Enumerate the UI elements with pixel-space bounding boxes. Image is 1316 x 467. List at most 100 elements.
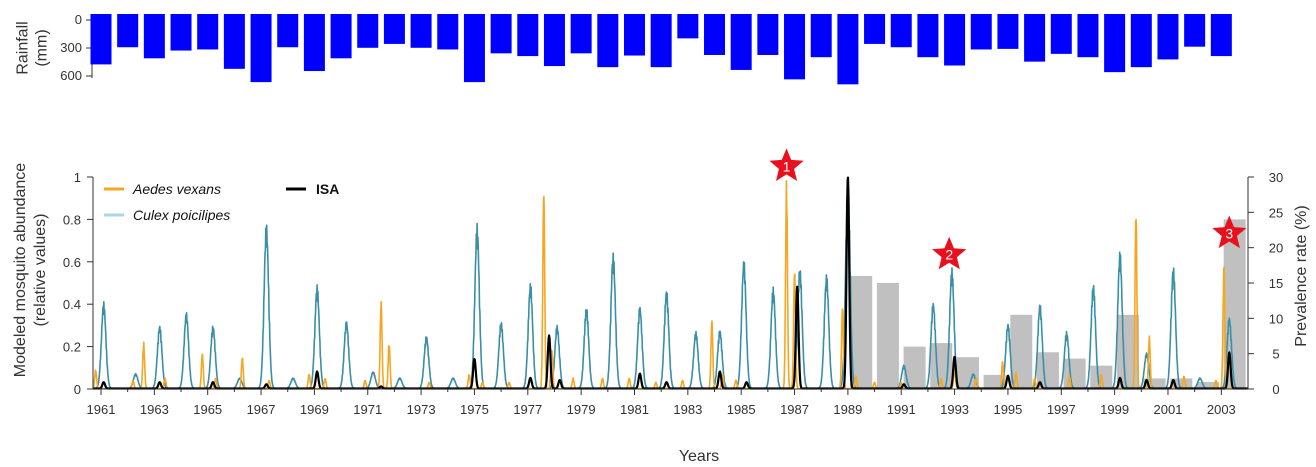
rainfall-bar (677, 14, 699, 39)
rainfall-bar (170, 14, 192, 51)
x-tick-label: 2001 (1154, 402, 1183, 417)
rainfall-panel: 0 300 600 Rainfall (mm) (15, 12, 1232, 85)
x-tick-label: 1995 (993, 402, 1022, 417)
rainfall-axis-title: Rainfall (mm) (15, 21, 51, 74)
x-axis-title: Years (679, 448, 719, 465)
x-tick-label: 1985 (727, 402, 756, 417)
x-tick-label: 1983 (673, 402, 702, 417)
prevalence-bar (1010, 314, 1033, 389)
rainfall-bar (1157, 14, 1179, 60)
rainfall-bar (197, 14, 219, 50)
rainfall-bar (303, 14, 325, 72)
rainfall-bar (704, 14, 726, 55)
rainfall-bar (463, 14, 485, 83)
rainfall-bar (517, 14, 539, 57)
rainfall-bar (970, 14, 992, 50)
prevalence-bar (850, 275, 873, 389)
abundance-panel: 1961 1963 1965 1967 1969 1971 1973 1975 1977 1979… (12, 148, 1310, 465)
x-tick-label: 1973 (407, 402, 436, 417)
x-tick-label: 1965 (193, 402, 222, 417)
rainfall-bar (730, 14, 752, 70)
rainfall-tick-label: 0 (75, 12, 82, 27)
rainfall-bar (117, 14, 139, 48)
x-tick-label: 1999 (1100, 402, 1129, 417)
y2-tick-label: 30 (1269, 170, 1283, 185)
legend-label-isa: ISA (316, 181, 339, 197)
rainfall-bar (784, 14, 806, 80)
event-star (769, 148, 804, 181)
x-tick-label: 2003 (1207, 402, 1236, 417)
rainfall-bar (90, 14, 112, 65)
y2-axis-title: Prevalence rate (%) (1293, 205, 1310, 346)
y-axis-title-text: Modeled mosquito abundance (relative valu… (12, 163, 49, 377)
x-tick-label: 1981 (620, 402, 649, 417)
y-axis-title: Modeled mosquito abundance (relative valu… (12, 163, 49, 377)
rainfall-bars (90, 14, 1232, 85)
x-tick-label: 1969 (300, 402, 329, 417)
rainfall-axis-title-text: Rainfall (mm) (15, 21, 51, 74)
rainfall-bar (1184, 14, 1206, 47)
x-ticks: 1961 1963 1965 1967 1969 1971 1973 1975 1977 1979… (87, 389, 1236, 417)
x-tick-label: 1993 (940, 402, 969, 417)
prevalence-bar (1170, 378, 1193, 389)
rainfall-bar (623, 14, 645, 56)
legend-label-culex: Culex poicilipes (133, 207, 230, 223)
prevalence-bar (1036, 352, 1059, 389)
rainfall-bar (757, 14, 779, 55)
x-tick-label: 1979 (567, 402, 596, 417)
y2-tick-label: 10 (1269, 311, 1283, 326)
x-tick-label: 1997 (1047, 402, 1076, 417)
rainfall-bar (1050, 14, 1072, 54)
prevalence-bar (956, 357, 979, 389)
x-tick-label: 1977 (513, 402, 542, 417)
culex-line (92, 179, 1249, 390)
rainfall-bar (250, 14, 272, 83)
prevalence-bar (876, 283, 899, 389)
x-tick-label: 1975 (460, 402, 489, 417)
y-ticks-left: 0 0.2 0.4 0.6 0.8 1 (63, 170, 93, 397)
legend: Aedes vexans Culex poicilipes ISA (104, 181, 339, 223)
prevalence-bar (1223, 219, 1246, 389)
y2-axis-title-text: Prevalence rate (%) (1293, 205, 1310, 346)
rainfall-bar (810, 14, 832, 58)
y-tick-label: 0.4 (63, 297, 81, 312)
prevalence-bar (903, 346, 926, 389)
rainfall-bar (330, 14, 352, 59)
y2-tick-label: 0 (1272, 382, 1279, 397)
prevalence-bar (1196, 381, 1219, 389)
rainfall-bar (597, 14, 619, 68)
y2-tick-label: 20 (1269, 241, 1283, 256)
rainfall-bar (917, 14, 939, 58)
abundance-lines (92, 176, 1249, 390)
rainfall-bar (890, 14, 912, 48)
x-tick-label: 1971 (353, 402, 382, 417)
rainfall-bar (837, 14, 859, 85)
legend-label-aedes: Aedes vexans (132, 181, 221, 197)
rainfall-bar (570, 14, 592, 54)
event-star (1212, 215, 1247, 249)
y-tick-label: 0.8 (63, 212, 81, 227)
rainfall-bar (277, 14, 299, 48)
event-star-label: 2 (945, 247, 953, 263)
x-tick-label: 1989 (833, 402, 862, 417)
rainfall-tick-label: 600 (60, 68, 82, 83)
y-tick-label: 0 (74, 382, 81, 397)
rainfall-bar (223, 14, 245, 69)
rainfall-bar (357, 14, 379, 48)
prevalence-bars (850, 219, 1246, 389)
y-tick-label: 0.2 (63, 340, 81, 355)
rainfall-bar (437, 14, 459, 50)
x-tick-label: 1961 (87, 402, 116, 417)
event-star (932, 236, 967, 270)
rainfall-bar (1130, 14, 1152, 68)
prevalence-bar (1143, 378, 1166, 389)
event-stars: 1 2 3 (769, 148, 1247, 270)
rainfall-bar (944, 14, 966, 66)
rainfall-bar (1210, 14, 1232, 57)
rainfall-tick-label: 300 (60, 40, 82, 55)
x-tick-label: 1991 (887, 402, 916, 417)
rainfall-bar (383, 14, 405, 44)
y2-tick-label: 25 (1269, 205, 1283, 220)
y-tick-label: 0.6 (63, 255, 81, 270)
